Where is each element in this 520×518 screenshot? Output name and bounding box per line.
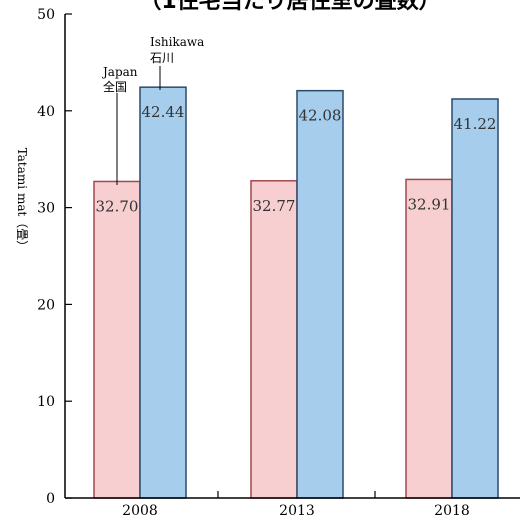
value-label-japan-2018: 32.91: [408, 195, 451, 213]
bar-ishikawa-2013: [296, 89, 344, 499]
y-tick-label: 30: [37, 201, 55, 217]
x-axis-ticks: 2008 2013 2018: [122, 491, 470, 518]
y-axis-label: Tatami mat（畳）: [15, 148, 29, 253]
legend-japan-en: Japan: [101, 65, 138, 79]
y-tick-label: 50: [37, 7, 55, 23]
chart-title: （1住宅当たり居住室の畳数）: [139, 0, 440, 14]
legend-annotation: Ishikawa 石川 Japan 全国: [101, 35, 204, 185]
y-tick-label: 10: [37, 394, 55, 410]
y-tick-label: 40: [37, 104, 55, 120]
value-label-ishikawa-2008: 42.44: [142, 103, 185, 121]
value-labels: 32.70 42.44 32.77 42.08 32.91 41.22: [96, 103, 497, 215]
legend-ishikawa-en: Ishikawa: [150, 35, 204, 49]
y-tick-label: 20: [37, 297, 55, 313]
bar-ishikawa-2008: [139, 86, 187, 499]
x-tick-label: 2018: [434, 503, 470, 518]
value-label-ishikawa-2013: 42.08: [299, 107, 342, 125]
bar-japan-2018: [405, 178, 453, 499]
x-tick-label: 2008: [122, 503, 158, 518]
value-label-japan-2013: 32.77: [253, 197, 296, 215]
bars: [93, 86, 499, 499]
value-label-ishikawa-2018: 41.22: [454, 115, 497, 133]
legend-ishikawa-ja: 石川: [150, 51, 174, 65]
legend-japan-ja: 全国: [103, 79, 127, 94]
bar-japan-2013: [250, 180, 298, 499]
value-label-japan-2008: 32.70: [96, 197, 139, 215]
y-tick-label: 0: [46, 491, 55, 507]
x-tick-label: 2013: [279, 503, 315, 518]
bar-ishikawa-2018: [451, 98, 499, 499]
bar-japan-2008: [93, 180, 141, 499]
y-axis-ticks: 0 10 20 30 40 50: [37, 7, 72, 507]
